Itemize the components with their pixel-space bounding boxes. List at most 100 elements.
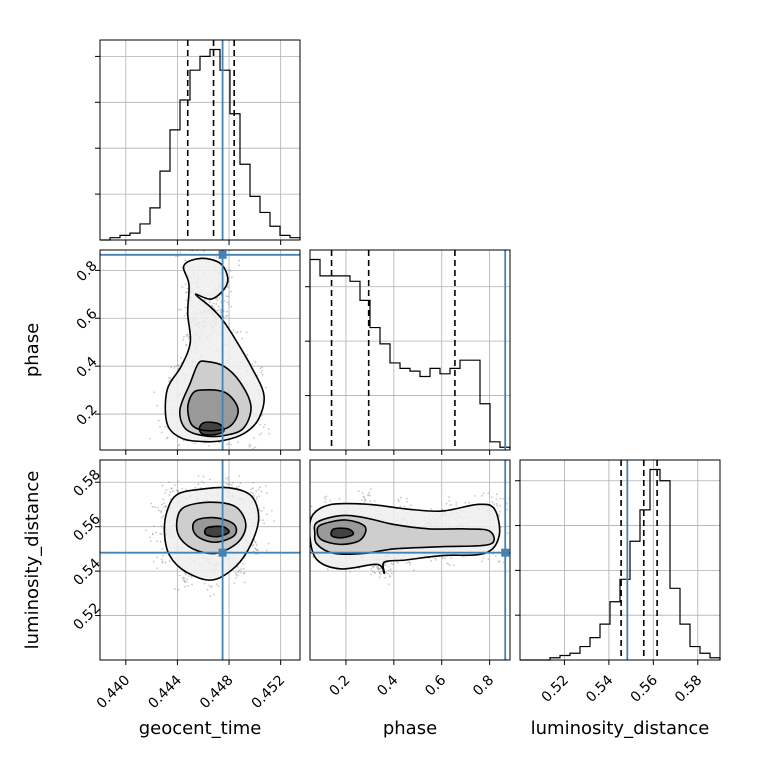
scatter-point	[468, 501, 471, 504]
x-tick-label-luminosity_distance: 0.56	[628, 672, 661, 705]
scatter-point	[225, 315, 228, 318]
scatter-point	[168, 481, 171, 483]
scatter-point	[474, 495, 477, 497]
scatter-point	[215, 303, 218, 305]
y-tick-label-luminosity_distance: 0.58	[70, 467, 103, 500]
scatter-point	[371, 570, 374, 573]
y-tick-label-luminosity_distance: 0.52	[70, 600, 103, 633]
truth-marker	[501, 548, 510, 557]
scatter-point	[487, 558, 490, 560]
scatter-point	[493, 503, 496, 506]
scatter-point	[218, 297, 221, 299]
scatter-point	[160, 525, 163, 528]
contour-line-2	[186, 389, 239, 432]
scatter-point	[169, 491, 172, 494]
scatter-point	[511, 531, 513, 533]
scatter-point	[306, 512, 308, 514]
scatter-point	[186, 578, 189, 580]
scatter-point	[376, 566, 378, 569]
scatter-point	[185, 344, 188, 347]
scatter-point	[487, 492, 490, 495]
scatter-point	[184, 306, 187, 309]
scatter-point	[240, 337, 243, 340]
scatter-point	[258, 495, 261, 498]
scatter-point	[227, 483, 230, 486]
scatter-point	[481, 560, 483, 563]
scatter-point	[215, 256, 218, 259]
scatter-point	[251, 363, 254, 366]
scatter-point	[252, 492, 254, 495]
scatter-point	[307, 505, 309, 507]
scatter-point	[163, 502, 165, 505]
scatter-point	[156, 556, 159, 559]
scatter-point	[389, 568, 392, 571]
scatter-point	[300, 508, 302, 510]
scatter-point	[174, 484, 176, 486]
scatter-point	[302, 567, 304, 569]
scatter-point	[177, 489, 180, 492]
scatter-point	[506, 502, 509, 505]
scatter-point	[162, 498, 165, 501]
scatter-point	[211, 304, 214, 307]
scatter-point	[308, 505, 310, 507]
scatter-point	[185, 573, 188, 576]
scatter-point	[188, 575, 191, 577]
scatter-point	[449, 564, 452, 567]
scatter-point	[397, 498, 400, 501]
scatter-point	[174, 588, 176, 590]
x-tick-label-luminosity_distance: 0.54	[583, 672, 616, 705]
scatter-point	[216, 299, 219, 301]
scatter-point	[410, 504, 412, 507]
scatter-point	[160, 516, 163, 519]
scatter-point	[187, 585, 190, 587]
scatter-point	[168, 455, 170, 457]
scatter-point	[448, 500, 451, 502]
scatter-point	[250, 488, 253, 491]
hist-panel-phase	[305, 249, 511, 451]
scatter-point	[448, 504, 451, 507]
scatter-point	[228, 303, 230, 305]
scatter-point	[174, 457, 176, 459]
scatter-point	[223, 455, 225, 457]
scatter-point	[165, 489, 168, 492]
scatter-point	[184, 581, 186, 583]
scatter-point	[251, 453, 253, 455]
scatter-point	[482, 492, 485, 495]
scatter-point	[159, 532, 162, 535]
scatter-point	[175, 364, 178, 367]
scatter-point	[185, 299, 188, 302]
scatter-point	[271, 509, 273, 512]
scatter-point	[252, 487, 254, 490]
scatter-point	[252, 544, 255, 546]
panel-inner	[100, 460, 300, 660]
scatter-point	[197, 483, 200, 485]
scatter-point	[242, 563, 245, 565]
scatter-point	[184, 259, 187, 262]
scatter-point	[202, 475, 205, 478]
scatter-point	[261, 510, 263, 512]
scatter-point	[236, 331, 239, 333]
scatter-point	[266, 513, 268, 516]
scatter-point	[373, 564, 375, 567]
scatter-point	[185, 581, 188, 583]
scatter-point	[234, 571, 237, 574]
scatter-point	[252, 494, 255, 497]
scatter-point	[312, 556, 315, 559]
scatter-point	[435, 559, 437, 561]
scatter-point	[225, 477, 227, 480]
scatter-point	[259, 367, 262, 370]
scatter-point	[302, 539, 304, 541]
scatter-point	[263, 522, 265, 525]
scatter-point	[378, 576, 381, 579]
scatter-point	[194, 442, 197, 445]
y-tick-label-luminosity_distance: 0.56	[70, 511, 103, 544]
scatter-point	[209, 478, 211, 481]
scatter-point	[188, 338, 190, 340]
scatter-point	[368, 491, 370, 494]
scatter-point	[162, 515, 165, 518]
y-tick-label-phase: 0.8	[74, 258, 101, 285]
x-tick-label-geocent_time: 0.444	[145, 672, 185, 712]
scatter-point	[305, 569, 307, 571]
scatter-point	[455, 504, 458, 507]
scatter-point	[151, 505, 154, 508]
